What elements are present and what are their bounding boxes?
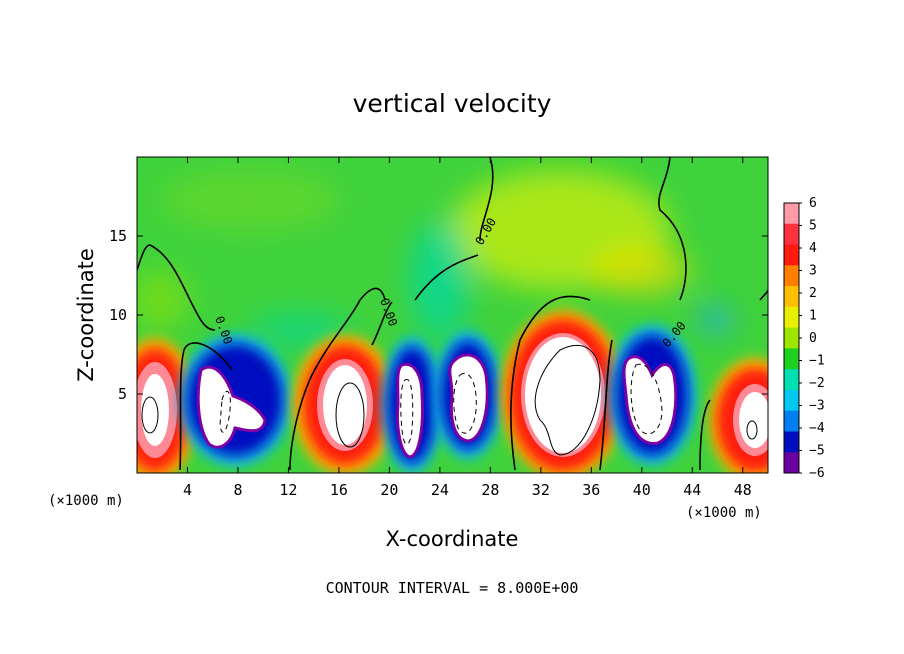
colorbar-tick-label: −6 <box>809 466 825 481</box>
x-tick-label: 36 <box>582 481 600 499</box>
contour-interval-note: CONTOUR INTERVAL = 8.000E+00 <box>326 579 579 597</box>
x-tick-label: 40 <box>633 481 651 499</box>
y-tick-label: 5 <box>118 385 127 403</box>
colorbar-tick-label: 1 <box>809 309 817 324</box>
colorbar-swatch <box>784 265 799 287</box>
colorbar-tick-label: −4 <box>809 421 825 436</box>
chart-title: vertical velocity <box>353 89 552 118</box>
x-tick-label: 4 <box>183 481 192 499</box>
colorbar-tick-label: −1 <box>809 354 825 369</box>
x-unit-label-left: (×1000 m) <box>48 493 124 509</box>
x-tick-label: 8 <box>233 481 242 499</box>
colorbar-tick-label: 4 <box>809 241 817 256</box>
colorbar-swatch <box>784 244 799 266</box>
down-cell <box>434 331 502 459</box>
colorbar-swatch <box>784 452 799 474</box>
colorbar-tick-label: −5 <box>809 444 825 459</box>
colorbar-swatch <box>784 306 799 329</box>
x-tick-label: 16 <box>330 481 348 499</box>
up-cell <box>709 358 768 473</box>
x-tick-label: 20 <box>380 481 398 499</box>
colorbar-tick-label: −3 <box>809 399 825 414</box>
x-axis-title: X-coordinate <box>386 527 519 551</box>
colorbar-tick-label: 6 <box>809 196 817 211</box>
colorbar-swatch <box>784 431 799 453</box>
colorbar-swatch <box>784 410 799 432</box>
colorbar-swatch <box>784 286 799 308</box>
colorbar: 6 5 4 3 2 1 0 −1 −2 −3 −4 −5 −6 <box>783 196 825 481</box>
x-unit-label-right: (×1000 m) <box>686 505 762 521</box>
y-tick-label: 10 <box>109 306 127 324</box>
colorbar-swatch <box>784 348 799 370</box>
down-cell <box>608 325 696 465</box>
x-tick-label: 32 <box>532 481 550 499</box>
up-cell <box>137 338 197 473</box>
negative-contours <box>219 363 663 445</box>
x-tick-label: 12 <box>279 481 297 499</box>
x-tick-label: 48 <box>734 481 752 499</box>
x-tick-label: 24 <box>431 481 449 499</box>
y-tick-label: 15 <box>109 227 127 245</box>
down-cell <box>179 334 291 466</box>
colorbar-tick-label: −2 <box>809 376 825 391</box>
y-axis-title: Z-coordinate <box>74 248 98 382</box>
x-tick-label: 44 <box>683 481 701 499</box>
colorbar-tick-label: 5 <box>809 219 817 234</box>
colorbar-swatch <box>784 389 799 412</box>
colorbar-swatch <box>784 203 799 225</box>
x-tick-label: 28 <box>481 481 499 499</box>
colorbar-swatch <box>784 327 799 349</box>
up-cell <box>501 310 625 473</box>
colorbar-swatch <box>784 223 799 246</box>
up-cell <box>293 335 397 473</box>
colorbar-tick-label: 0 <box>809 331 817 346</box>
y-axis: 5 10 15 <box>109 227 768 403</box>
x-axis: 4 8 12 16 20 24 28 32 36 40 44 48 <box>183 157 752 499</box>
down-cell <box>382 337 442 473</box>
zero-contours <box>137 157 768 471</box>
colorbar-tick-label: 3 <box>809 264 817 279</box>
colorbar-swatch <box>784 369 799 391</box>
colorbar-tick-label: 2 <box>809 286 817 301</box>
background-shading <box>137 170 731 348</box>
inner-contours <box>141 345 758 456</box>
plot-area: 0.00 0.00 0.00 0.00 <box>137 157 768 473</box>
